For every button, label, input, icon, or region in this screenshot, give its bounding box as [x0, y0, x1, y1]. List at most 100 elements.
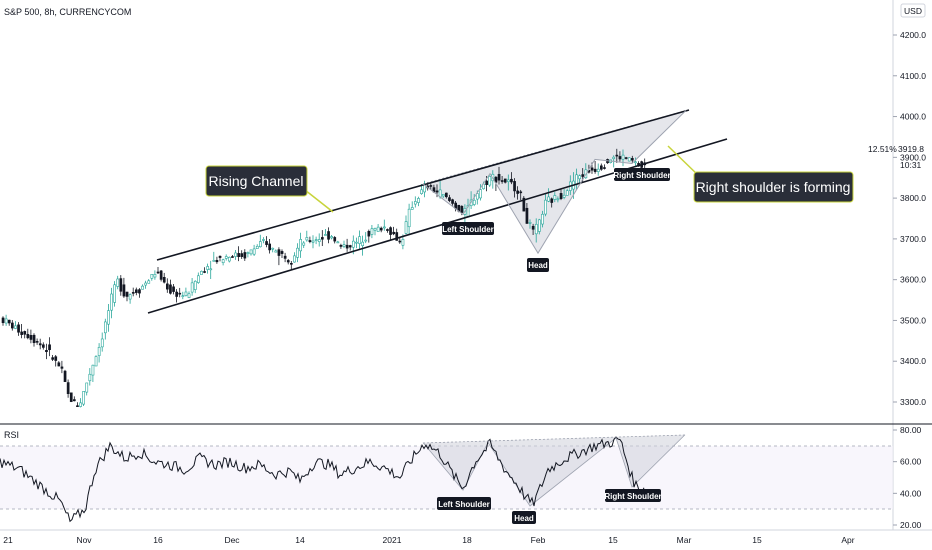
candle-body: [503, 178, 507, 183]
svg-text:Head: Head: [514, 514, 534, 523]
candle-body: [410, 207, 414, 210]
candle-body: [66, 382, 70, 394]
rising-channel-callout[interactable]: [205, 165, 308, 197]
candle-body: [299, 239, 303, 252]
time-axis-label: Nov: [76, 535, 92, 545]
price-tick-label: 3300.0: [900, 397, 926, 407]
rsi-head-tag: Head: [512, 511, 536, 524]
time-axis-label: Dec: [224, 535, 240, 545]
channel-lower-line[interactable]: [147, 138, 728, 314]
candle-body: [125, 291, 129, 297]
candle-body: [420, 189, 423, 194]
candle-body: [553, 195, 557, 200]
rising-channel-pointer: [304, 189, 334, 213]
time-axis[interactable]: 21 Nov 16 Dec 14 2021 18 Feb 15 Mar 15 Apr: [3, 535, 855, 545]
candle-body: [339, 244, 343, 247]
candle-body: [113, 284, 116, 303]
candle-body: [451, 199, 454, 204]
candle-body: [135, 289, 138, 293]
time-axis-label: 14: [295, 535, 305, 545]
candle-body: [206, 266, 210, 270]
candle-body: [17, 324, 20, 333]
candle-body: [358, 236, 361, 244]
right-shoulder-callout[interactable]: [693, 171, 854, 203]
head-shoulders-outline[interactable]: [422, 110, 687, 255]
candle-body: [91, 364, 95, 376]
candle-body: [435, 190, 439, 193]
rsi-scale[interactable]: 80.00 60.00 40.00 20.00: [893, 425, 922, 530]
candle-body: [178, 292, 182, 295]
candle-body: [197, 275, 200, 283]
candle-body: [317, 239, 321, 242]
candle-body: [534, 223, 538, 235]
candle-body: [630, 158, 634, 161]
candle-body: [361, 241, 365, 246]
candle-body: [305, 237, 309, 241]
rsi-left-shoulder-tag: Left Shoulder: [437, 497, 491, 510]
svg-text:Right Shoulder: Right Shoulder: [613, 171, 670, 180]
candle-body: [302, 242, 306, 246]
candle-body: [342, 244, 346, 247]
candle-body: [224, 256, 228, 259]
countdown-label: 10:31: [900, 160, 922, 170]
price-scale[interactable]: 4200.0 4100.0 4000.0 3900.0 3800.0 3700.0 3600…: [893, 30, 926, 407]
candle-body: [531, 225, 535, 230]
candle-body: [286, 260, 290, 263]
candle-body: [20, 331, 24, 335]
candle-body: [593, 168, 597, 172]
candle-body: [510, 178, 513, 183]
svg-text:Head: Head: [528, 261, 548, 270]
candle-body: [547, 196, 550, 202]
candle-body: [190, 282, 194, 293]
candle-body: [522, 197, 526, 212]
candle-body: [404, 221, 408, 234]
candle-body: [45, 349, 48, 353]
candle-body: [615, 154, 619, 157]
candle-body: [382, 226, 386, 229]
candle-body: [274, 250, 278, 253]
candle-body: [212, 260, 216, 262]
price-tick-label: 3400.0: [900, 356, 926, 366]
rsi-tick-label: 80.00: [900, 425, 922, 435]
candle-body: [599, 165, 603, 170]
candle-body: [200, 270, 203, 275]
right-shoulder-forming-label: Right shoulder is forming: [696, 179, 851, 195]
candle-body: [330, 236, 334, 239]
candle-body: [38, 343, 42, 346]
price-tick-label: 4200.0: [900, 30, 926, 40]
candle-body: [559, 193, 563, 199]
candle-body: [7, 319, 11, 324]
candle-body: [621, 154, 625, 160]
candle-body: [29, 335, 33, 340]
candle-body: [159, 270, 163, 280]
candle-body: [184, 291, 188, 296]
candle-body: [262, 239, 265, 241]
candle-body: [231, 256, 234, 258]
candle-body: [429, 185, 433, 187]
candle-body: [519, 191, 523, 194]
candle-body: [612, 156, 616, 159]
svg-text:Left Shoulder: Left Shoulder: [442, 225, 494, 234]
candle-body: [116, 278, 120, 287]
candle-body: [73, 399, 76, 402]
candle-body: [234, 252, 237, 257]
candle-body: [147, 280, 151, 284]
candle-body: [280, 251, 284, 254]
last-change-label: 12.51%: [868, 144, 897, 154]
candle-body: [249, 249, 253, 255]
time-axis-label: 16: [153, 535, 163, 545]
candle-body: [246, 252, 250, 254]
price-tick-label: 3700.0: [900, 234, 926, 244]
candle-body: [122, 284, 126, 297]
candle-body: [203, 271, 206, 273]
candle-body: [367, 231, 371, 237]
candle-body: [14, 325, 17, 329]
svg-text:Left Shoulder: Left Shoulder: [438, 500, 490, 509]
channel-upper-line[interactable]: [156, 109, 690, 261]
candle-body: [153, 274, 157, 278]
candle-body: [441, 194, 445, 197]
rsi-tick-label: 60.00: [900, 457, 922, 467]
currency-badge[interactable]: [900, 3, 926, 18]
candle-body: [293, 255, 296, 263]
candle-body: [11, 322, 14, 329]
